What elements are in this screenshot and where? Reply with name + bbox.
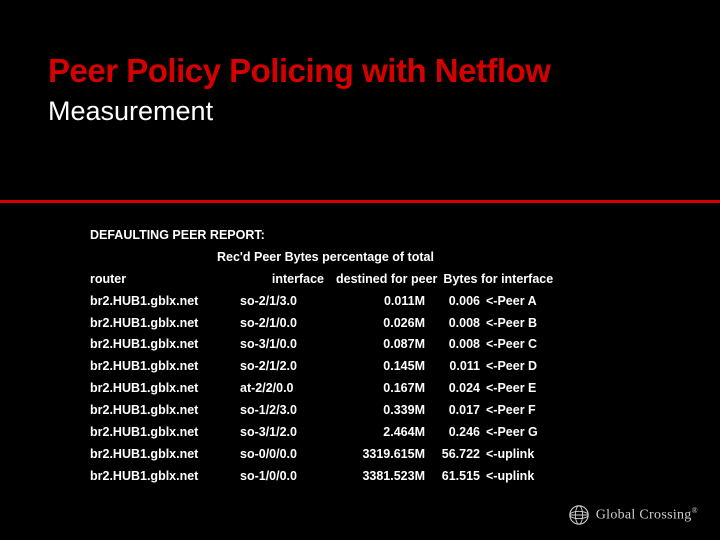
cell-router: br2.HUB1.gblx.net	[90, 444, 240, 466]
cell-interface: so-1/0/0.0	[240, 466, 330, 488]
cell-interface: so-2/1/0.0	[240, 313, 330, 335]
registered-icon: ®	[692, 506, 698, 515]
cell-pct: 61.515	[425, 466, 480, 488]
logo-text: Global Crossing®	[596, 506, 698, 524]
hdr-bytes: destined for peer	[330, 269, 437, 291]
cell-router: br2.HUB1.gblx.net	[90, 356, 240, 378]
slide-title: Peer Policy Policing with Netflow	[48, 52, 672, 90]
table-row: br2.HUB1.gblx.netso-1/0/0.03381.523M61.5…	[90, 466, 650, 488]
cell-pct: 0.246	[425, 422, 480, 444]
slide-subtitle: Measurement	[48, 96, 672, 127]
cell-interface: so-2/1/2.0	[240, 356, 330, 378]
report-header-line1: Rec'd Peer Bytes percentage of total	[90, 247, 650, 269]
cell-pct: 0.006	[425, 291, 480, 313]
cell-note: <-Peer G	[480, 422, 538, 444]
cell-note: <-Peer E	[480, 378, 536, 400]
cell-interface: so-3/1/2.0	[240, 422, 330, 444]
cell-router: br2.HUB1.gblx.net	[90, 422, 240, 444]
cell-bytes: 0.339M	[330, 400, 425, 422]
cell-pct: 0.024	[425, 378, 480, 400]
cell-pct: 56.722	[425, 444, 480, 466]
cell-router: br2.HUB1.gblx.net	[90, 334, 240, 356]
globe-icon	[568, 504, 590, 526]
peer-report: DEFAULTING PEER REPORT: Rec'd Peer Bytes…	[90, 225, 650, 488]
cell-bytes: 0.011M	[330, 291, 425, 313]
cell-pct: 0.008	[425, 334, 480, 356]
title-block: Peer Policy Policing with Netflow Measur…	[0, 0, 720, 127]
cell-note: <-uplink	[480, 466, 534, 488]
cell-router: br2.HUB1.gblx.net	[90, 291, 240, 313]
cell-bytes: 0.167M	[330, 378, 425, 400]
cell-router: br2.HUB1.gblx.net	[90, 466, 240, 488]
hdr-interface: interface	[240, 269, 330, 291]
cell-interface: so-2/1/3.0	[240, 291, 330, 313]
table-row: br2.HUB1.gblx.netso-2/1/2.00.145M0.011<-…	[90, 356, 650, 378]
slide: Peer Policy Policing with Netflow Measur…	[0, 0, 720, 540]
cell-bytes: 3381.523M	[330, 466, 425, 488]
table-row: br2.HUB1.gblx.netat-2/2/0.00.167M0.024<-…	[90, 378, 650, 400]
logo: Global Crossing®	[568, 504, 698, 526]
table-row: br2.HUB1.gblx.netso-1/2/3.00.339M0.017<-…	[90, 400, 650, 422]
cell-note: <-Peer F	[480, 400, 536, 422]
cell-note: <-Peer C	[480, 334, 537, 356]
table-row: br2.HUB1.gblx.netso-2/1/3.00.011M0.006<-…	[90, 291, 650, 313]
report-rows: br2.HUB1.gblx.netso-2/1/3.00.011M0.006<-…	[90, 291, 650, 488]
logo-label: Global Crossing	[596, 508, 692, 523]
hdr-pct-label: percentage of total	[322, 250, 434, 264]
table-row: br2.HUB1.gblx.netso-3/1/2.02.464M0.246<-…	[90, 422, 650, 444]
hdr-bytes-label: Rec'd Peer Bytes	[217, 250, 319, 264]
table-row: br2.HUB1.gblx.netso-3/1/0.00.087M0.008<-…	[90, 334, 650, 356]
cell-note: <-uplink	[480, 444, 534, 466]
cell-router: br2.HUB1.gblx.net	[90, 378, 240, 400]
cell-bytes: 0.145M	[330, 356, 425, 378]
report-heading: DEFAULTING PEER REPORT:	[90, 225, 650, 247]
cell-bytes: 2.464M	[330, 422, 425, 444]
cell-router: br2.HUB1.gblx.net	[90, 400, 240, 422]
cell-pct: 0.008	[425, 313, 480, 335]
cell-bytes: 0.026M	[330, 313, 425, 335]
cell-interface: at-2/2/0.0	[240, 378, 330, 400]
hdr-pct: Bytes for interface	[437, 269, 553, 291]
table-row: br2.HUB1.gblx.netso-0/0/0.03319.615M56.7…	[90, 444, 650, 466]
cell-interface: so-0/0/0.0	[240, 444, 330, 466]
cell-bytes: 0.087M	[330, 334, 425, 356]
report-header-line2: router interface destined for peer Bytes…	[90, 269, 650, 291]
cell-note: <-Peer A	[480, 291, 537, 313]
divider-line	[0, 200, 720, 203]
cell-interface: so-3/1/0.0	[240, 334, 330, 356]
cell-note: <-Peer B	[480, 313, 537, 335]
cell-bytes: 3319.615M	[330, 444, 425, 466]
cell-pct: 0.017	[425, 400, 480, 422]
hdr-router: router	[90, 269, 240, 291]
cell-router: br2.HUB1.gblx.net	[90, 313, 240, 335]
table-row: br2.HUB1.gblx.netso-2/1/0.00.026M0.008<-…	[90, 313, 650, 335]
cell-note: <-Peer D	[480, 356, 537, 378]
cell-pct: 0.011	[425, 356, 480, 378]
cell-interface: so-1/2/3.0	[240, 400, 330, 422]
